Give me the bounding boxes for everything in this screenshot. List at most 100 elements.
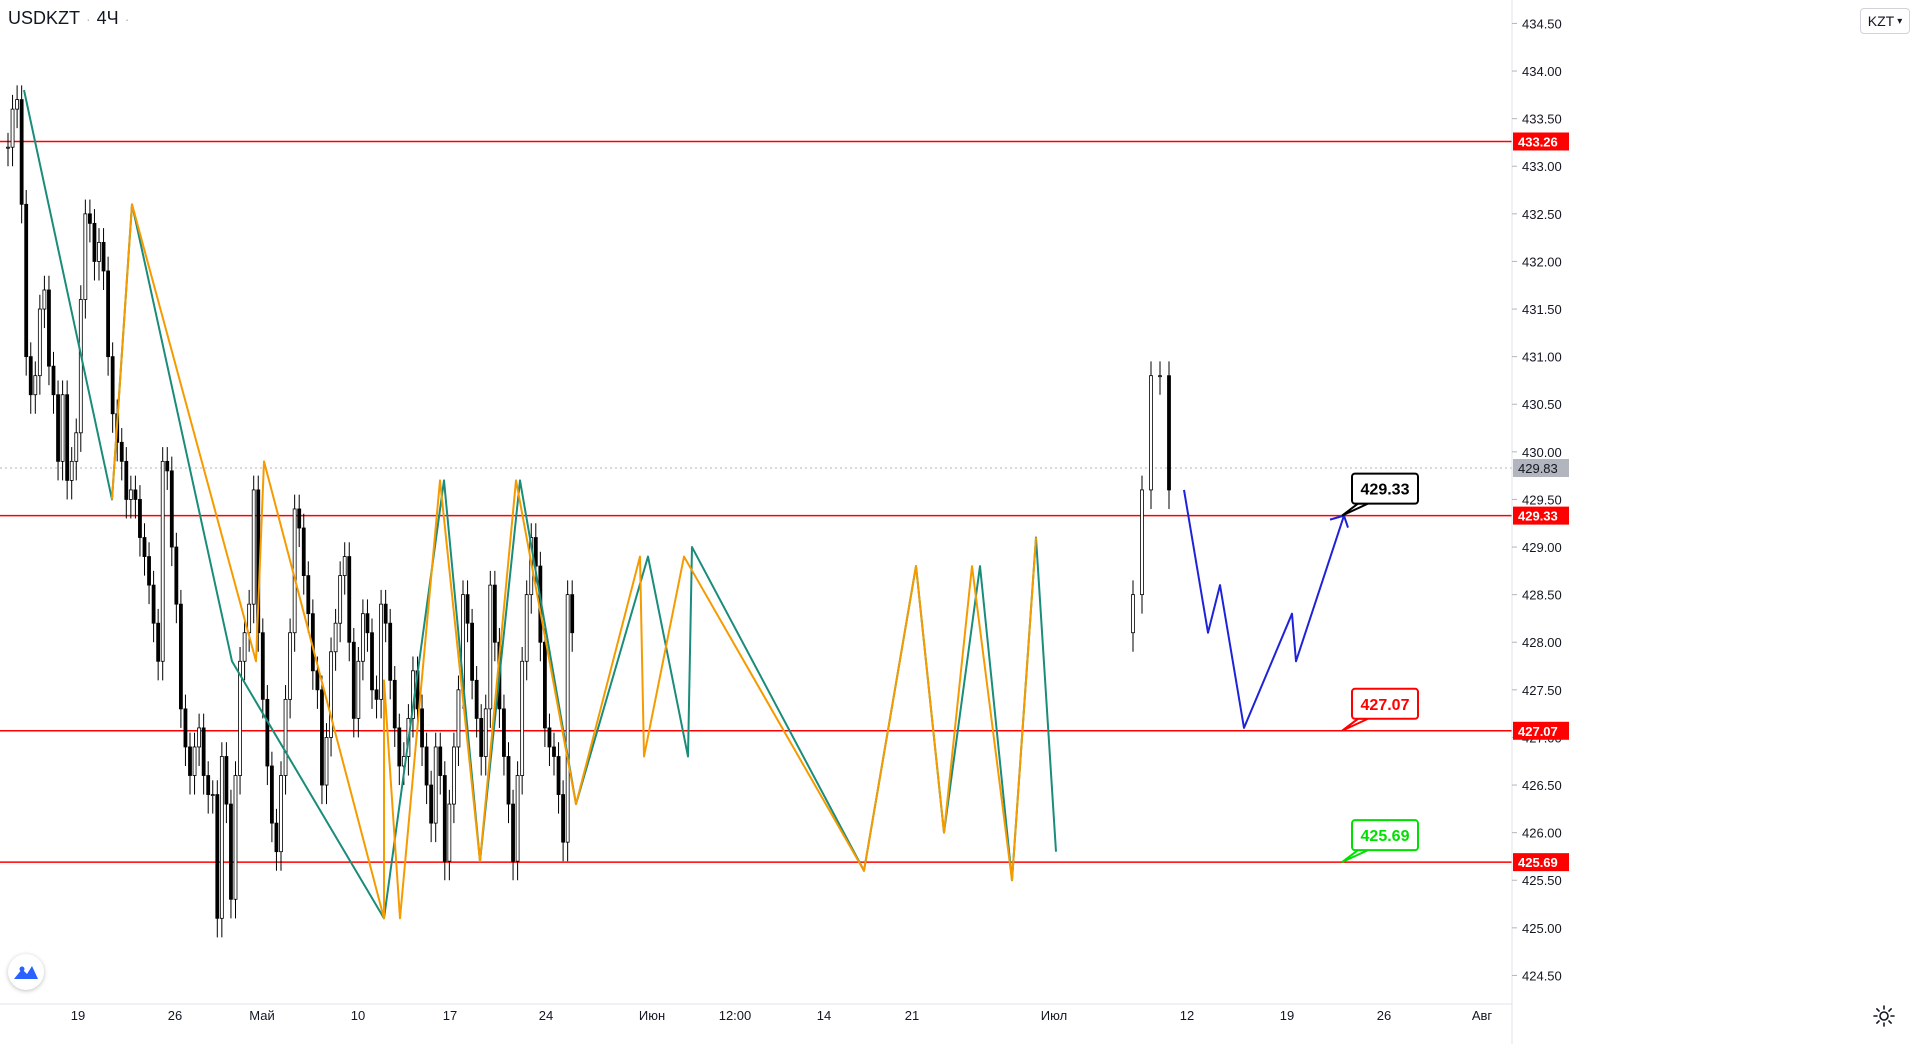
x-tick-label: 17 bbox=[443, 1008, 457, 1023]
y-tick-label: 428.50 bbox=[1522, 588, 1562, 603]
callout-label: 427.07 bbox=[1361, 697, 1410, 714]
candle-body bbox=[356, 660, 361, 719]
candle-body bbox=[438, 746, 443, 776]
candle-body bbox=[206, 775, 211, 795]
tradingview-logo-icon[interactable] bbox=[8, 954, 44, 990]
candle-body bbox=[488, 584, 493, 710]
candle-body bbox=[224, 756, 229, 805]
x-tick-label: Июн bbox=[639, 1008, 665, 1023]
candle-body bbox=[219, 756, 224, 919]
candle-body bbox=[110, 356, 115, 415]
candle-body bbox=[124, 460, 129, 500]
candle-body bbox=[552, 746, 556, 757]
x-tick-label: Авг bbox=[1472, 1008, 1493, 1023]
y-tick-label: 433.50 bbox=[1522, 112, 1562, 127]
candle-body bbox=[556, 756, 561, 795]
callout-box bbox=[1351, 819, 1419, 852]
gear-icon[interactable] bbox=[1872, 1004, 1896, 1028]
candle-body bbox=[442, 775, 447, 862]
candle-body bbox=[515, 775, 520, 862]
candle-body bbox=[338, 575, 343, 624]
candle-body bbox=[283, 698, 288, 776]
y-tick-label: 434.00 bbox=[1522, 64, 1562, 79]
header-separator: · bbox=[86, 10, 91, 27]
candle-body bbox=[324, 737, 329, 786]
candle-body bbox=[492, 584, 497, 643]
candle-body bbox=[69, 460, 74, 481]
candle-body bbox=[47, 289, 51, 367]
symbol-name[interactable]: USDKZT bbox=[8, 8, 80, 28]
candle-body bbox=[201, 727, 206, 776]
candle-body bbox=[156, 622, 161, 662]
candle-body bbox=[297, 508, 302, 529]
y-tick-label: 428.00 bbox=[1522, 635, 1562, 650]
y-tick-label: 429.50 bbox=[1522, 492, 1562, 507]
candle-body bbox=[169, 470, 174, 548]
candle-body bbox=[92, 222, 97, 262]
x-tick-label: 26 bbox=[168, 1008, 182, 1023]
zigzag-orange bbox=[111, 203, 1037, 920]
candle-body bbox=[74, 432, 79, 462]
candle-body bbox=[315, 670, 320, 691]
candle-body bbox=[329, 651, 333, 738]
level-price-tag bbox=[1513, 853, 1569, 872]
candle-body bbox=[524, 594, 529, 662]
candle-body bbox=[83, 213, 88, 300]
level-price-label: 427.07 bbox=[1518, 724, 1558, 739]
candle-body bbox=[197, 727, 202, 748]
y-tick-label: 425.50 bbox=[1522, 873, 1562, 888]
candle-body bbox=[333, 622, 338, 653]
candle-body bbox=[97, 241, 101, 262]
callout-pointer bbox=[1341, 717, 1369, 732]
candle-body bbox=[543, 641, 547, 729]
candle-body bbox=[370, 632, 374, 691]
y-tick-label: 430.00 bbox=[1522, 445, 1562, 460]
candle-body bbox=[19, 99, 24, 205]
y-tick-label: 432.00 bbox=[1522, 254, 1562, 269]
zigzag-teal-line bbox=[23, 89, 1057, 920]
candle-body bbox=[101, 241, 106, 272]
candle-body bbox=[320, 689, 324, 786]
candle-body bbox=[447, 803, 452, 862]
y-tick-label: 425.00 bbox=[1522, 921, 1562, 936]
interval-label[interactable]: 4Ч bbox=[96, 8, 119, 28]
x-tick-label: 19 bbox=[71, 1008, 85, 1023]
candle-body bbox=[374, 689, 379, 700]
candle-body bbox=[119, 441, 124, 462]
candle-body bbox=[215, 794, 220, 919]
candle-body bbox=[192, 746, 197, 776]
price-callouts: 429.33 427.07 425.69 bbox=[1341, 472, 1419, 864]
callout-pointer bbox=[1341, 849, 1369, 864]
candle-body bbox=[65, 394, 70, 481]
candle-body bbox=[379, 603, 384, 700]
y-tick-label: 431.50 bbox=[1522, 302, 1562, 317]
zigzag-orange-line bbox=[111, 203, 1037, 920]
callout-label: 429.33 bbox=[1361, 482, 1410, 499]
y-tick-label: 426.00 bbox=[1522, 826, 1562, 841]
candle-body bbox=[470, 622, 475, 681]
y-tick-label: 433.00 bbox=[1522, 159, 1562, 174]
candle-body bbox=[33, 375, 38, 396]
candle-body bbox=[1140, 489, 1144, 596]
candle-body bbox=[451, 746, 456, 805]
candle-body bbox=[520, 660, 525, 776]
candle-body bbox=[10, 108, 15, 148]
candle-body bbox=[351, 641, 356, 719]
candle-body bbox=[365, 613, 370, 634]
status-dot: · bbox=[124, 10, 130, 27]
candle-body bbox=[383, 603, 388, 624]
candle-body bbox=[274, 822, 279, 853]
candle-body bbox=[106, 270, 110, 358]
candle-body bbox=[210, 794, 215, 796]
candle-body bbox=[1149, 375, 1153, 491]
candle-body bbox=[511, 803, 515, 862]
currency-dropdown[interactable]: KZT ▾ bbox=[1860, 8, 1910, 34]
candle-body bbox=[24, 203, 29, 358]
level-price-tag bbox=[1513, 132, 1569, 151]
candle-body bbox=[483, 708, 488, 757]
y-tick-label: 430.50 bbox=[1522, 397, 1562, 412]
x-axis-ticks: 19 26 Май 10 17 24 Июн 12:00 14 21 Июл 12 19 26 Авг bbox=[71, 1008, 1493, 1023]
candle-body bbox=[133, 489, 138, 500]
last-price-label: 429.83 bbox=[1518, 461, 1558, 476]
